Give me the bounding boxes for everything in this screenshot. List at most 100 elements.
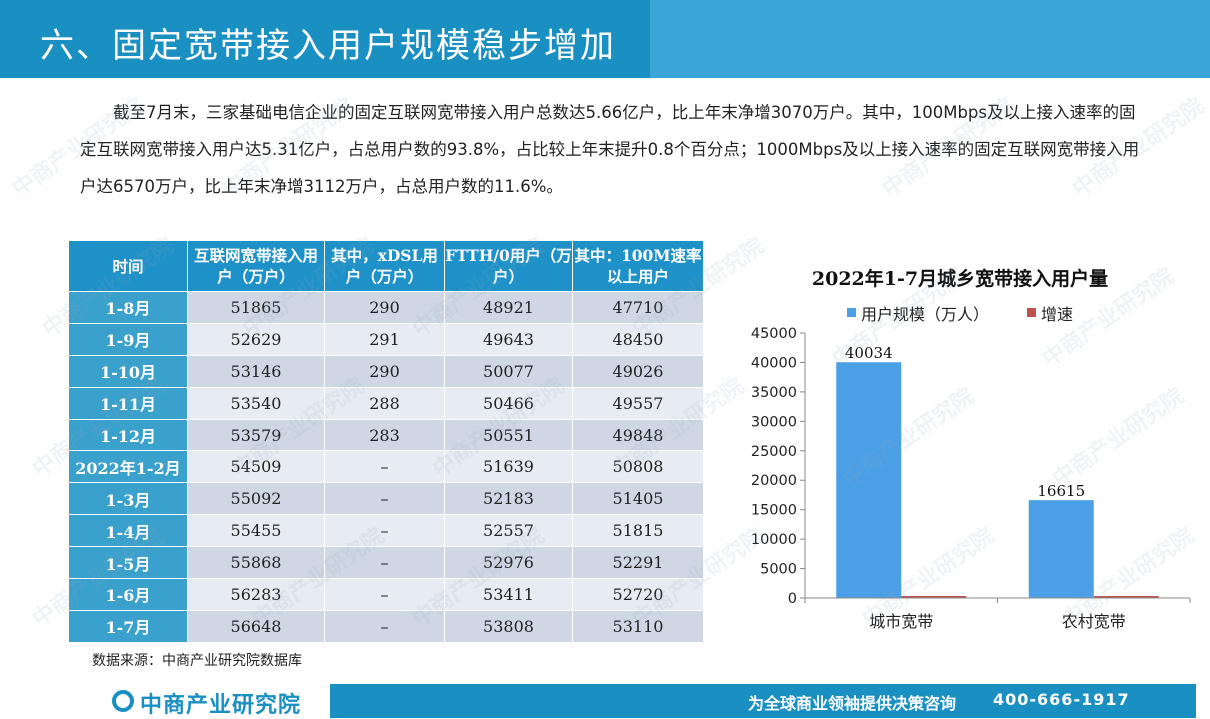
table-cell: 53540 (187, 386, 325, 420)
x-category-label: 城市宽带 (869, 612, 933, 631)
y-tick-label: 35000 (751, 385, 797, 401)
header-bar: 六、固定宽带接入用户规模稳步增加 (0, 0, 1210, 78)
broadband-users-table: 时间 互联网宽带接入用户（万户） 其中，xDSL用户（万户） FTTH/0用户（… (68, 240, 704, 643)
bar-user-scale (836, 362, 902, 598)
data-source: 数据来源：中商产业研究院数据库 (92, 653, 302, 669)
chart-title: 2022年1-7月城乡宽带接入用户量 (812, 267, 1108, 290)
legend-label: 用户规模（万人） (861, 305, 989, 324)
footer-slogan: 为全球商业领袖提供决策咨询 (748, 694, 957, 713)
table-cell: 51405 (572, 482, 704, 516)
table-row-label: 1-10月 (68, 354, 188, 388)
header-decoration (650, 0, 1210, 78)
table-cell: 55868 (187, 546, 325, 580)
table-cell: 52976 (444, 546, 573, 580)
table-row: 1-6月 56283–53411 52720 (68, 578, 704, 611)
bar-data-label: 40034 (845, 344, 893, 362)
y-tick-label: 30000 (751, 414, 797, 430)
table-cell: 53146 (187, 354, 325, 388)
table-cell: 50077 (444, 354, 573, 388)
table-cell: 51815 (572, 514, 704, 548)
y-tick-label: 10000 (751, 532, 797, 548)
table-cell: 50466 (444, 386, 573, 420)
table-row-label: 1-6月 (68, 578, 188, 611)
table-row-label: 1-11月 (68, 386, 188, 420)
table-cell: 55455 (187, 514, 325, 548)
table-cell: – (324, 578, 445, 611)
table-cell: 50551 (444, 418, 573, 452)
table-row-label: 1-7月 (68, 609, 188, 643)
table-cell: 53808 (444, 609, 573, 643)
table-cell: 49643 (444, 322, 573, 356)
table-cell: 48450 (572, 322, 704, 356)
table-cell: 52291 (572, 546, 704, 580)
table-cell: 48921 (444, 291, 573, 324)
bar-user-scale (1028, 500, 1094, 598)
legend-swatch (1027, 308, 1036, 317)
intro-paragraph: 截至7月末，三家基础电信企业的固定互联网宽带接入用户总数达5.66亿户，比上年末… (80, 103, 1140, 196)
table-cell: 53579 (187, 418, 325, 452)
table-header-cell: FTTH/0用户（万户） (444, 240, 573, 292)
table-cell: 53411 (444, 578, 573, 611)
table-row: 1-8月 51865 290 48921 47710 (68, 291, 704, 324)
table-cell: 290 (324, 354, 445, 388)
table-cell: – (324, 450, 445, 484)
table-row: 1-11月 53540 288 50466 49557 (68, 386, 704, 420)
table-row-label: 1-4月 (68, 514, 188, 548)
table-header-cell: 互联网宽带接入用户（万户） (187, 240, 325, 292)
footer-bar: 中商产业研究院 为全球商业领袖提供决策咨询 400-666-1917 (0, 684, 1210, 718)
table-cell: – (324, 546, 445, 580)
footer-decoration (1196, 684, 1210, 718)
table-header-row: 时间 互联网宽带接入用户（万户） 其中，xDSL用户（万户） FTTH/0用户（… (68, 240, 704, 292)
table-cell: – (324, 609, 445, 643)
table-cell: 56648 (187, 609, 325, 643)
table-row-label: 1-12月 (68, 418, 188, 452)
footer-logo: 中商产业研究院 (0, 684, 330, 718)
y-tick-label: 45000 (751, 326, 797, 342)
table-cell: 49848 (572, 418, 704, 452)
footer-phone: 400-666-1917 (993, 690, 1130, 709)
logo-icon (112, 690, 134, 712)
y-tick-label: 20000 (751, 473, 797, 489)
table-row-label: 1-3月 (68, 482, 188, 516)
table-cell: 52629 (187, 322, 325, 356)
table-cell: 290 (324, 291, 445, 324)
table-row: 1-3月 55092–52183 51405 (68, 482, 704, 516)
table-row: 1-5月 55868–52976 52291 (68, 546, 704, 580)
x-category-label: 农村宽带 (1062, 612, 1126, 631)
urban-rural-broadband-chart: 2022年1-7月城乡宽带接入用户量 用户规模（万人） 增速 0 5000 10000… (751, 267, 1191, 631)
table-row: 1-9月 52629 291 49643 48450 (68, 322, 704, 356)
table-cell: 291 (324, 322, 445, 356)
logo-text: 中商产业研究院 (140, 693, 302, 718)
table-row: 1-10月 53146 290 50077 49026 (68, 354, 704, 388)
table-cell: 51865 (187, 291, 325, 324)
table-row-label: 1-8月 (68, 291, 188, 324)
y-tick-label: 15000 (751, 503, 797, 519)
table-header-cell: 其中，xDSL用户（万户） (324, 240, 445, 292)
chart-y-axis: 0 5000 10000 15000 20000 25000 30000 35000 40000… (751, 326, 806, 607)
table-cell: 51639 (444, 450, 573, 484)
bar-growth (1093, 596, 1159, 598)
table-cell: 56283 (187, 578, 325, 611)
table-cell: 283 (324, 418, 445, 452)
bar-data-label: 16615 (1037, 482, 1085, 500)
table-cell: 47710 (572, 291, 704, 324)
y-tick-label: 0 (788, 591, 797, 607)
table-cell: 54509 (187, 450, 325, 484)
table-row-label: 1-5月 (68, 546, 188, 580)
table-cell: 53110 (572, 609, 704, 643)
table-cell: – (324, 514, 445, 548)
table-cell: 49026 (572, 354, 704, 388)
legend-swatch (847, 308, 856, 317)
y-tick-label: 40000 (751, 355, 797, 371)
chart-plot: 40034 16615 (836, 344, 1159, 598)
table-row-label: 1-9月 (68, 322, 188, 356)
table-header-cell: 时间 (68, 240, 188, 292)
table-row: 2022年1-2月 54509–51639 50808 (68, 450, 704, 484)
bar-growth (901, 596, 967, 598)
table-header-cell: 其中：100M速率以上用户 (572, 240, 704, 292)
y-tick-label: 5000 (760, 562, 797, 578)
table-cell: 52720 (572, 578, 704, 611)
table-cell: 52557 (444, 514, 573, 548)
legend-label: 增速 (1041, 305, 1073, 324)
table-row: 1-12月 53579 283 50551 49848 (68, 418, 704, 452)
